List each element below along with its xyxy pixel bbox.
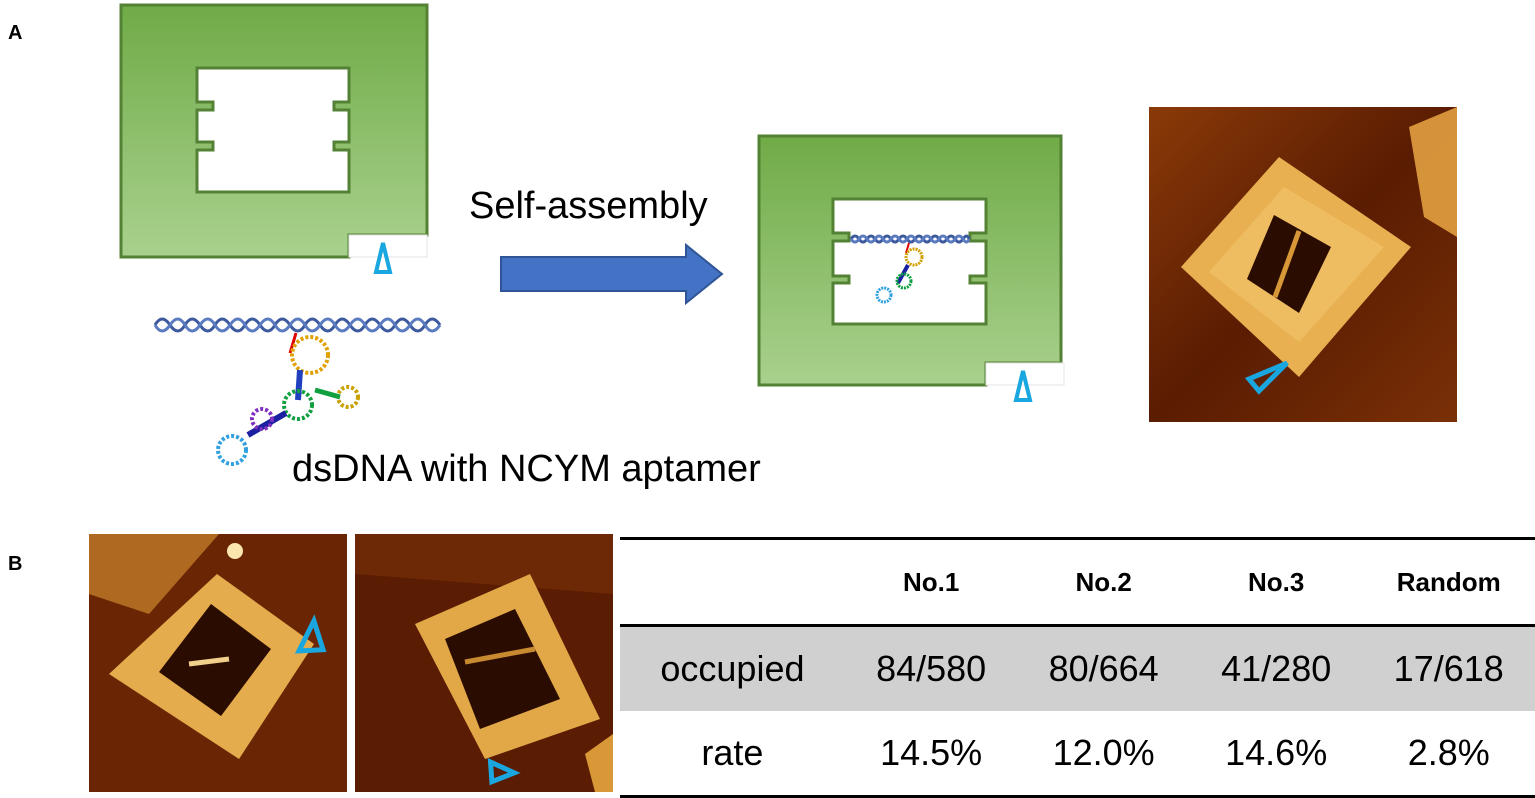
row-label: occupied [620,625,845,711]
table-cell: 41/280 [1189,625,1363,711]
table-cell: 14.6% [1189,711,1363,798]
panel-b-letter: B [8,553,23,575]
afm-image-b2 [355,534,613,792]
arrow-label: Self-assembly [469,185,708,227]
dsdna-aptamer-illustration [150,305,450,480]
table-header-cell: No.3 [1189,537,1363,627]
table-header-row: No.1 No.2 No.3 Random [620,537,1535,627]
row-label: rate [620,711,845,798]
table-header-cell: No.2 [1017,537,1190,627]
table-cell: 12.0% [1017,711,1190,798]
afm-image-b1 [89,534,347,792]
corner-marker-icon [372,240,394,281]
table-cell: 14.5% [844,711,1018,798]
corner-marker-icon [1012,368,1034,409]
table-cell: 17/618 [1362,625,1535,711]
origami-frame-empty [118,2,436,264]
origami-frame-assembled [756,133,1068,391]
table-cell: 2.8% [1362,711,1535,798]
self-assembly-arrow-icon [498,242,728,311]
table-row: occupied 84/580 80/664 41/280 17/618 [620,625,1535,711]
table-header-cell: No.1 [844,537,1018,627]
afm-image-panel-a [1149,107,1457,422]
component-label: dsDNA with NCYM aptamer [292,448,761,490]
table-row: rate 14.5% 12.0% 14.6% 2.8% [620,711,1535,798]
table-header-cell: Random [1362,537,1535,627]
table-cell: 80/664 [1017,625,1190,711]
panel-a-letter: A [8,22,23,44]
occupancy-table: No.1 No.2 No.3 Random occupied 84/580 80… [620,537,1535,798]
table-header-cell [620,537,845,627]
table-cell: 84/580 [844,625,1018,711]
